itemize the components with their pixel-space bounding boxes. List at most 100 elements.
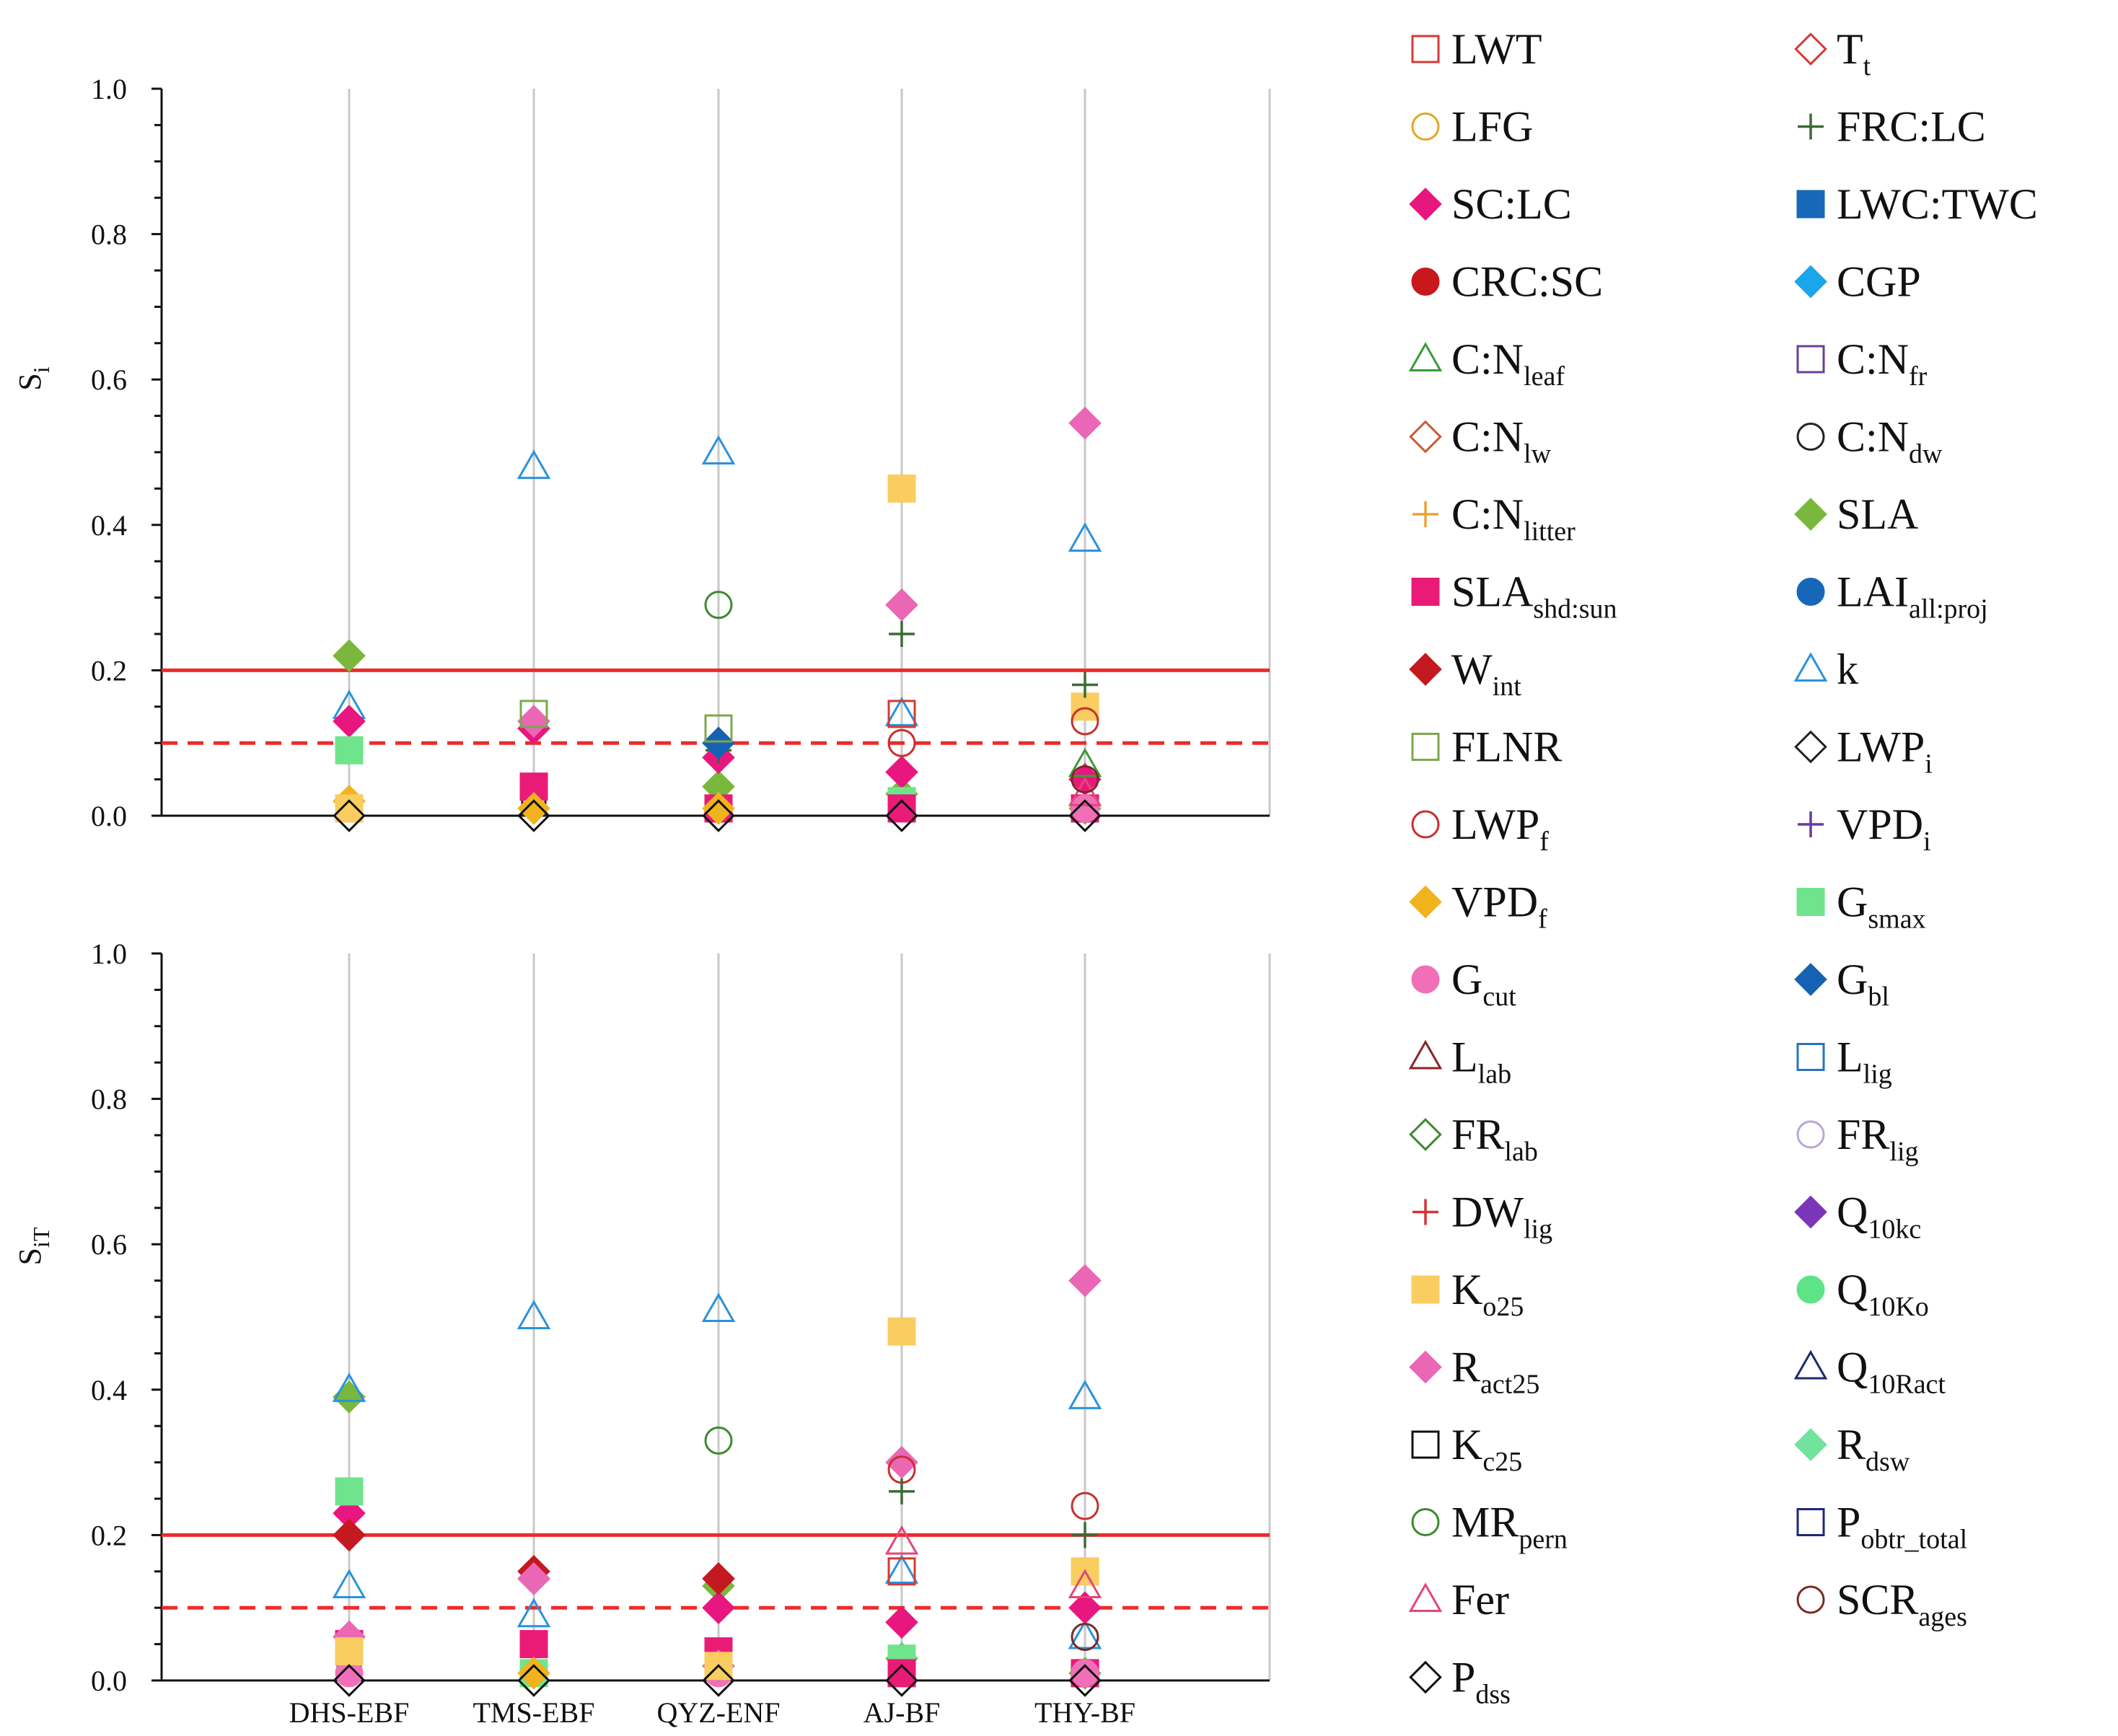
y-tick-label: 0.4 (91, 509, 127, 542)
legend-label: Wint (1451, 646, 1521, 702)
data-point-flnr (519, 700, 548, 728)
y-tick-label: 0.0 (91, 800, 127, 832)
k-o25-legend-marker (1411, 1275, 1440, 1304)
frc-lc-legend-marker (1798, 113, 1824, 140)
fer-legend-marker (1408, 1582, 1443, 1613)
legend-item: LWC:TWC (1796, 180, 2038, 228)
y-tick-label: 0.8 (91, 1083, 127, 1116)
data-point-p-dss (702, 799, 735, 832)
legend-item: FRlab (1409, 1111, 1538, 1167)
c-n-leaf-legend-marker (1408, 342, 1443, 372)
data-point-lwt (887, 700, 916, 728)
legend-item: LAIall:proj (1796, 568, 1988, 625)
data-point-p-dss (702, 1664, 735, 1697)
data-point-k (517, 449, 551, 480)
legend-label: FLNR (1451, 723, 1562, 771)
data-point-vpd-f (517, 1657, 550, 1690)
legend-item: Wint (1409, 646, 1521, 702)
data-point-r-act25 (1068, 1264, 1102, 1297)
data-point-sc-lc (885, 1605, 918, 1639)
data-point-lwt (887, 1557, 916, 1586)
legend-item: VPDi (1798, 801, 1931, 857)
y-tick-label: 0.6 (91, 363, 127, 396)
legend-label: Pobtr_total (1837, 1499, 1967, 1555)
data-point-fer (884, 1525, 919, 1555)
legend-item: Pdss (1409, 1654, 1511, 1710)
g-cut-legend-marker (1411, 965, 1440, 994)
legend-label: Fer (1451, 1576, 1509, 1623)
data-point-mr-pern (704, 591, 733, 620)
legend-label: C:Nlitter (1451, 490, 1576, 547)
dw-lig-legend-marker (1412, 1199, 1438, 1225)
legend-item: FRC:LC (1798, 103, 1986, 151)
y-tick-label: 0.4 (91, 1374, 127, 1406)
legend-label: SC:LC (1451, 180, 1572, 228)
data-point-r-act25 (517, 1562, 550, 1595)
data-point-frc-lc (1072, 1522, 1098, 1548)
c-n-fr-legend-marker (1796, 345, 1825, 374)
legend-item: DWlig (1412, 1189, 1552, 1245)
x-tick-label: AJ-BF (864, 1696, 941, 1729)
legend-item: CRC:SC (1411, 258, 1603, 306)
data-point-p-dss (517, 799, 550, 832)
data-point-k (1068, 1380, 1102, 1409)
data-point-k (517, 1300, 551, 1330)
p-obtr-total-legend-marker (1796, 1508, 1825, 1536)
r-dsw-legend-marker (1794, 1428, 1827, 1461)
r-act25-legend-marker (1409, 1350, 1442, 1384)
data-point-sla-shd-sun (519, 1630, 548, 1659)
scr-ages-legend-marker (1796, 1585, 1825, 1614)
data-point-p-dss (333, 799, 366, 832)
legend-item: Kc25 (1411, 1421, 1522, 1477)
legend-label: Llig (1837, 1034, 1892, 1090)
data-point-fer (1068, 777, 1102, 806)
c-n-litter-legend-marker (1412, 501, 1438, 527)
y-tick-label: 1.0 (91, 938, 127, 970)
legend-item: C:Nlw (1409, 413, 1552, 470)
legend-item: SCRages (1796, 1576, 1967, 1632)
legend-item: C:Nlitter (1412, 490, 1576, 547)
legend-item: SLA (1794, 490, 1918, 538)
legend-label: FRC:LC (1837, 103, 1986, 151)
legend-label: Q10Ract (1837, 1344, 1946, 1400)
legend-label: C:Nlw (1451, 413, 1552, 470)
legend-label: Tt (1837, 25, 1871, 81)
data-point-k-o25 (1071, 692, 1099, 721)
c-n-dw-legend-marker (1796, 423, 1825, 451)
data-point-g-bl (702, 726, 735, 760)
legend-label: Rdsw (1837, 1421, 1910, 1477)
legend-item: Gbl (1794, 956, 1889, 1012)
data-point-lwp-f (1071, 707, 1099, 736)
legend-item: Rdsw (1794, 1421, 1910, 1477)
data-point-sc-lc (702, 1591, 735, 1625)
data-point-lwp-f (1071, 1492, 1099, 1520)
flnr-legend-marker (1411, 733, 1440, 761)
legend-label: LFG (1451, 103, 1533, 151)
data-point-g-cut (1071, 794, 1099, 823)
data-point-k (884, 1554, 919, 1584)
legend-label: VPDf (1451, 878, 1547, 935)
t-t-legend-marker (1794, 32, 1827, 66)
data-point-r-act25 (885, 588, 918, 622)
q-10ract-legend-marker (1793, 1349, 1828, 1380)
legend-item: C:Nleaf (1408, 335, 1565, 392)
cgp-legend-marker (1794, 265, 1827, 299)
g-smax-legend-marker (1796, 888, 1825, 916)
legend-item: Ko25 (1411, 1266, 1524, 1322)
data-point-sc-lc (885, 755, 918, 789)
legend-item: CGP (1794, 258, 1921, 306)
lwp-f-legend-marker (1411, 810, 1440, 839)
x-tick-label: TMS-EBF (473, 1696, 595, 1729)
data-point-g-smax (335, 1477, 364, 1506)
legend-label: SLA (1837, 490, 1918, 538)
lwc-twc-legend-marker (1796, 190, 1825, 219)
p-dss-legend-marker (1409, 1660, 1442, 1694)
data-point-k-o25 (887, 474, 916, 503)
c-n-lw-legend-marker (1409, 420, 1442, 454)
data-point-frc-lc (889, 1478, 915, 1504)
data-point-c-n-leaf (1068, 747, 1102, 777)
w-int-legend-marker (1409, 653, 1442, 686)
legend-label: Ract25 (1451, 1344, 1539, 1400)
y-tick-label: 1.0 (91, 73, 127, 105)
